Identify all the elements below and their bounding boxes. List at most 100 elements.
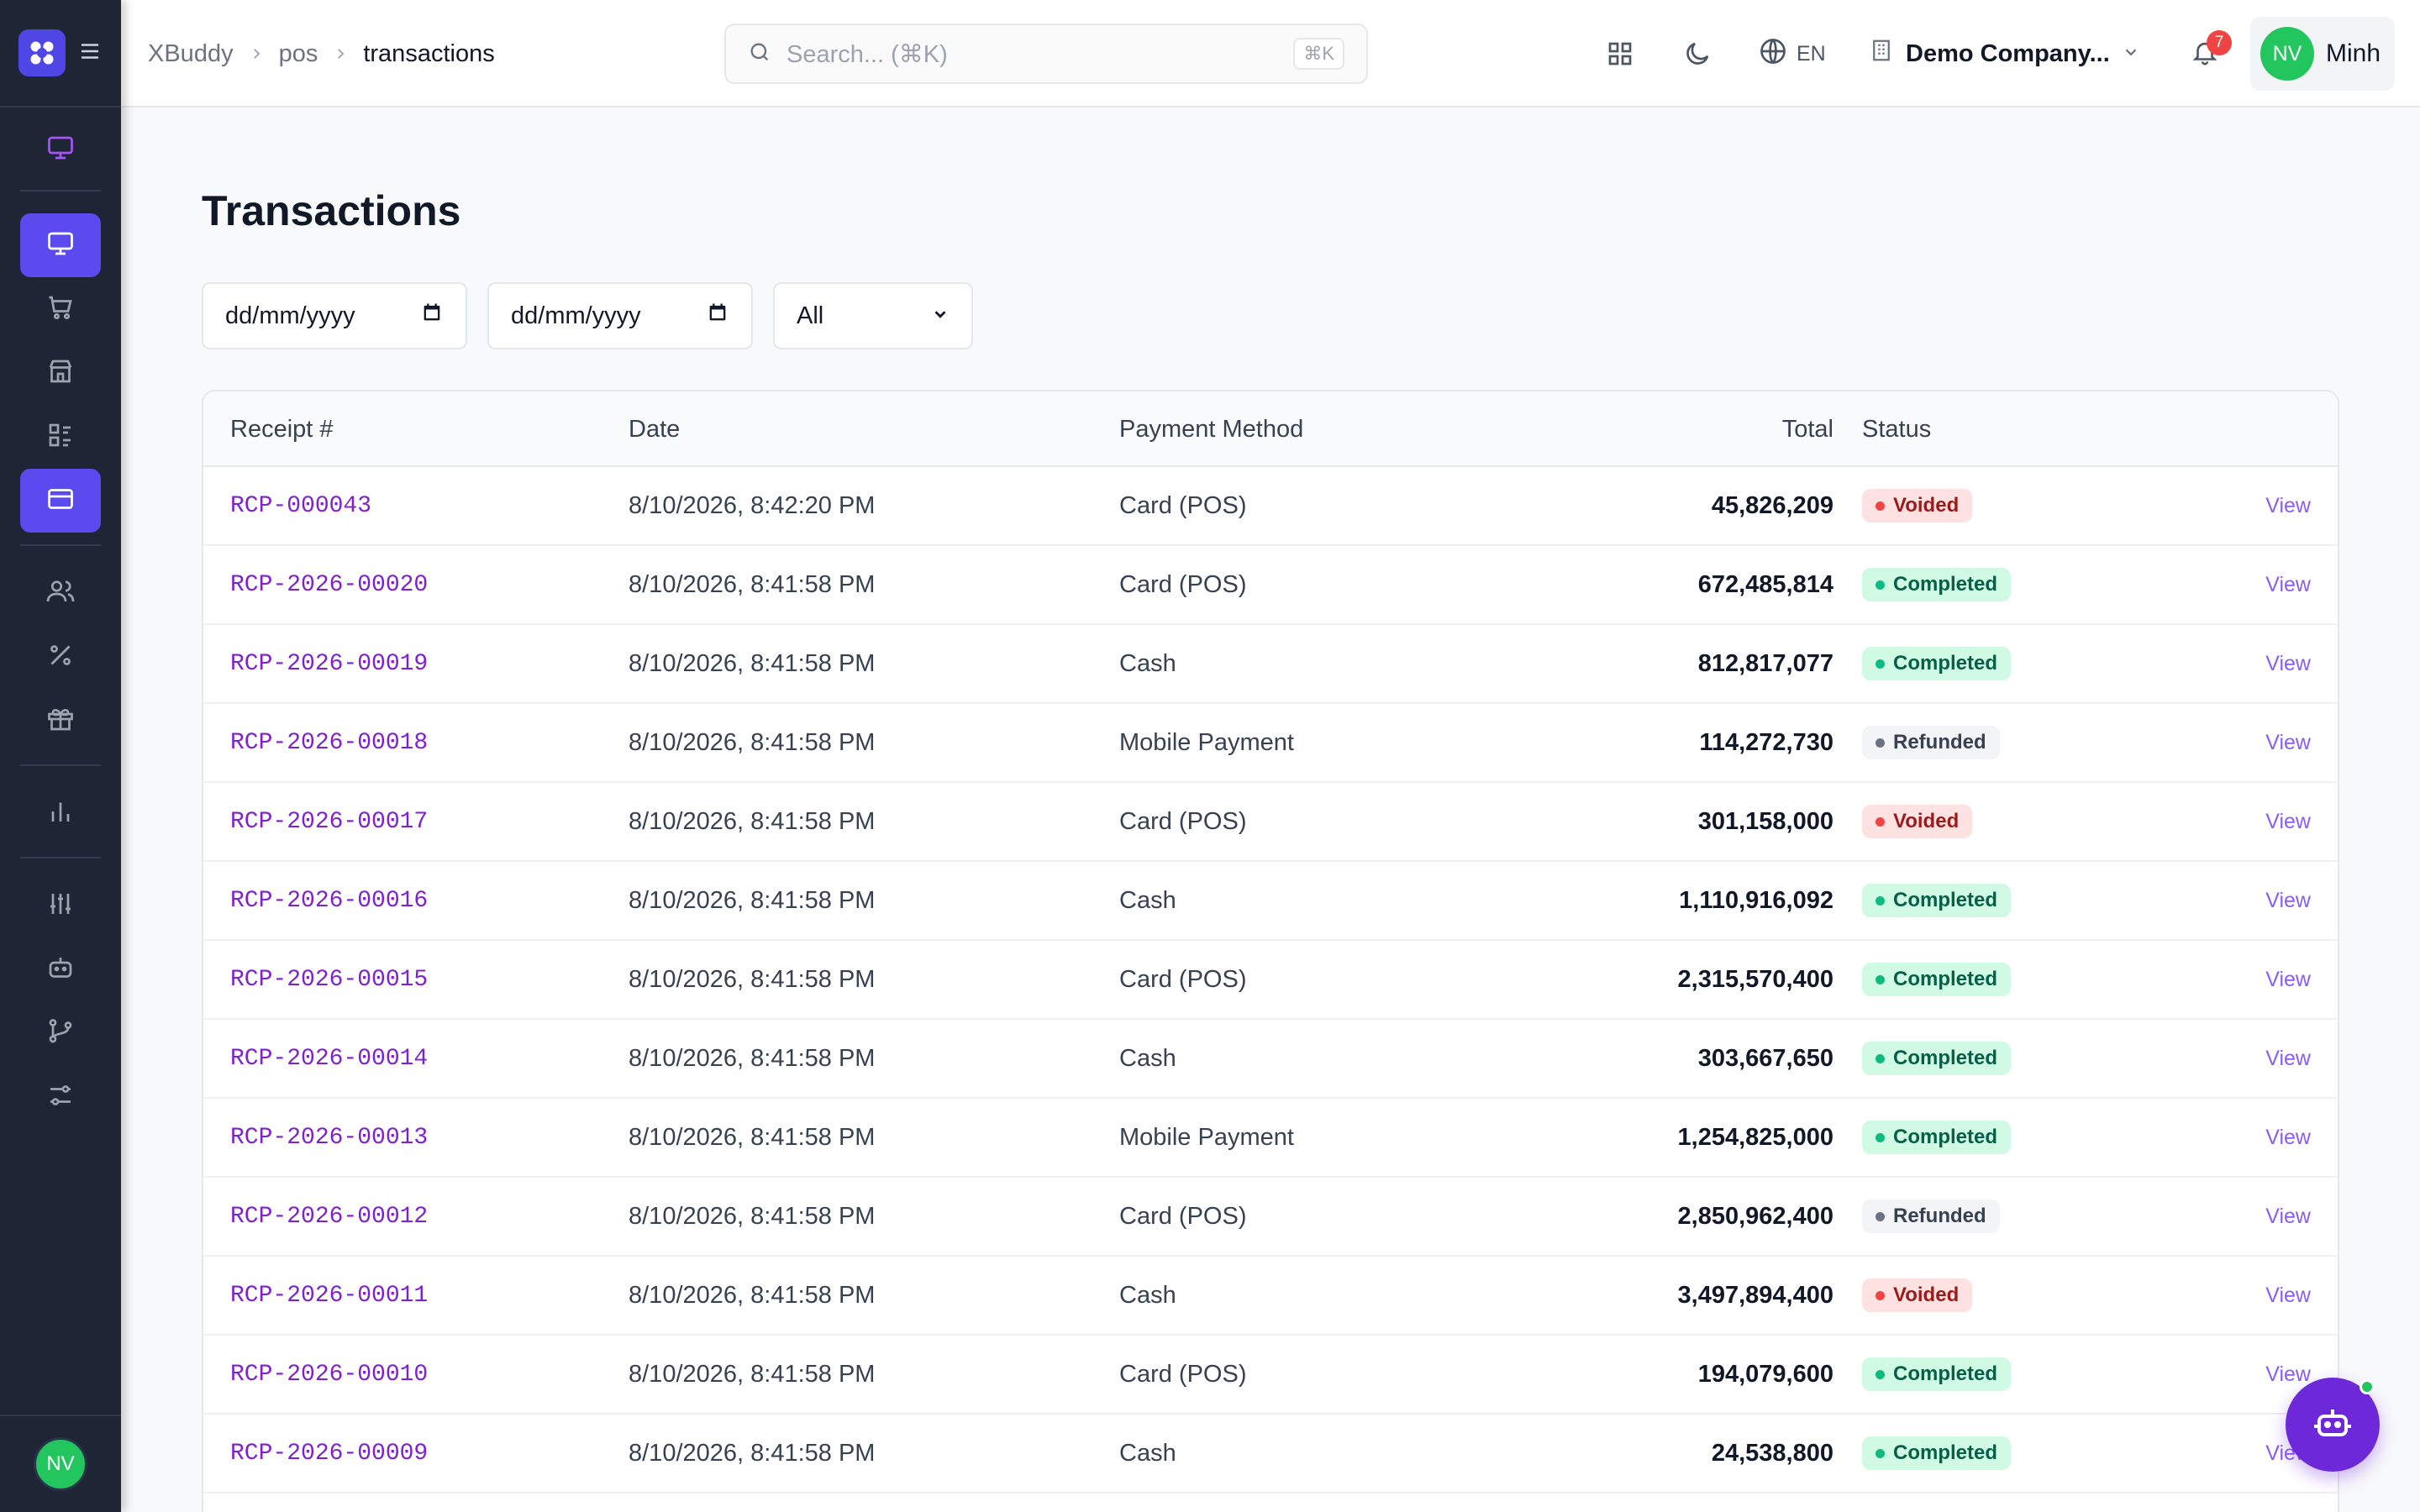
table-row[interactable]: RCP-2026-00011 8/10/2026, 8:41:58 PM Cash 3… [203, 1257, 2338, 1336]
search-input[interactable]: Search... (⌘K) ⌘K [724, 24, 1368, 84]
status-label: Completed [1893, 968, 1998, 990]
calendar-icon[interactable] [420, 301, 444, 331]
table-row[interactable]: RCP-2026-00020 8/10/2026, 8:41:58 PM Card … [203, 546, 2338, 625]
table-row[interactable]: RCP-2026-00018 8/10/2026, 8:41:58 PM Mobil… [203, 704, 2338, 783]
transaction-date: 8/10/2026, 8:41:58 PM [629, 1202, 876, 1230]
view-link[interactable]: View [2265, 888, 2311, 912]
status-badge: Voided [1862, 1278, 1973, 1312]
gift-icon [45, 704, 76, 738]
sidebar-item-reports[interactable] [20, 781, 101, 845]
receipt-link[interactable]: RCP-2026-00015 [230, 966, 429, 993]
status-cell: Completed [1862, 941, 2012, 1018]
sidebar-divider [20, 544, 101, 546]
sidebar-item-customers[interactable] [20, 561, 101, 625]
sidebar-item-catalog[interactable] [20, 405, 101, 469]
view-link[interactable]: View [2265, 809, 2311, 833]
view-link[interactable]: View [2265, 572, 2311, 596]
receipt-link[interactable]: RCP-2026-00019 [230, 650, 429, 677]
date-to-input[interactable]: dd/mm/yyyy [487, 282, 753, 349]
status-dot [1876, 974, 1885, 984]
table-row[interactable]: RCP-2026-00012 8/10/2026, 8:41:58 PM Card … [203, 1178, 2338, 1257]
settings-icon [45, 1080, 76, 1115]
transaction-total: 672,485,814 [1697, 570, 1833, 598]
view-link[interactable]: View [2265, 967, 2311, 991]
table-row[interactable]: RCP-000043 8/10/2026, 8:42:20 PM Card (POS… [203, 467, 2338, 546]
receipt-link[interactable]: RCP-2026-00017 [230, 808, 429, 835]
status-label: Voided [1893, 1284, 1960, 1306]
payment-method: Card (POS) [1119, 807, 1247, 835]
sidebar-item-stores[interactable] [20, 341, 101, 405]
moon-icon[interactable] [1677, 34, 1718, 74]
breadcrumb-item[interactable]: pos [278, 39, 318, 67]
column-header-status[interactable]: Status [1862, 415, 1932, 443]
sidebar-divider [20, 764, 101, 766]
language-label: EN [1797, 41, 1826, 66]
x-logo-icon[interactable] [18, 29, 66, 76]
receipt-link[interactable]: RCP-2026-00010 [230, 1361, 429, 1388]
table-row[interactable]: RCP-2026-00015 8/10/2026, 8:41:58 PM Card … [203, 941, 2338, 1020]
table-row[interactable]: RCP-2026-00010 8/10/2026, 8:41:58 PM Card … [203, 1336, 2338, 1415]
view-link[interactable]: View [2265, 493, 2311, 517]
transaction-total: 24,538,800 [1711, 1439, 1833, 1467]
receipt-link[interactable]: RCP-2026-00014 [230, 1045, 429, 1072]
status-cell: Completed [1862, 862, 2012, 939]
status-dot [1876, 1211, 1885, 1221]
receipt-link[interactable]: RCP-2026-00009 [230, 1440, 429, 1467]
column-header-receipt[interactable]: Receipt # [230, 415, 334, 443]
column-header-date[interactable]: Date [629, 415, 681, 443]
receipt-link[interactable]: RCP-2026-00012 [230, 1203, 429, 1230]
date-from-input[interactable]: dd/mm/yyyy [202, 282, 467, 349]
receipt-link[interactable]: RCP-2026-00018 [230, 729, 429, 756]
view-link[interactable]: View [2265, 1125, 2311, 1149]
user-menu[interactable]: NV Minh [2250, 17, 2395, 91]
transaction-total: 2,850,962,400 [1677, 1202, 1833, 1230]
column-header-payment-method[interactable]: Payment Method [1119, 415, 1304, 443]
view-link[interactable]: View [2265, 651, 2311, 675]
breadcrumb-item[interactable]: XBuddy [148, 39, 234, 67]
column-header-total[interactable]: Total [1781, 415, 1833, 443]
status-select[interactable]: All [773, 282, 973, 349]
sidebar-item-transactions[interactable] [20, 469, 101, 533]
payment-method: Cash [1119, 886, 1176, 914]
avatar[interactable]: NV [34, 1437, 87, 1491]
sidebar-item-discounts[interactable] [20, 625, 101, 689]
language-switcher[interactable]: EN [1758, 34, 1826, 74]
sidebar-item-workflows[interactable] [20, 1001, 101, 1065]
sidebar-item-gifts[interactable] [20, 689, 101, 753]
ai-assistant-button[interactable] [2286, 1378, 2380, 1472]
sidebar-item-adjustments[interactable] [20, 874, 101, 937]
breadcrumb: XBuddy pos transactions [148, 0, 495, 108]
table-row[interactable]: RCP-2026-00009 8/10/2026, 8:41:58 PM Cash 2… [203, 1415, 2338, 1494]
view-link[interactable]: View [2265, 1283, 2311, 1307]
sidebar-item-orders[interactable] [20, 277, 101, 341]
sidebar: NV [0, 0, 121, 1512]
table-row[interactable]: RCP-2026-00014 8/10/2026, 8:41:58 PM Cash 3… [203, 1020, 2338, 1099]
status-cell: Completed [1862, 1099, 2012, 1176]
calendar-icon[interactable] [706, 301, 729, 331]
table-row[interactable]: RCP-2026-00017 8/10/2026, 8:41:58 PM Card … [203, 783, 2338, 862]
chevron-right-icon [333, 40, 348, 68]
view-link[interactable]: View [2265, 1204, 2311, 1228]
receipt-link[interactable]: RCP-2026-00011 [230, 1282, 429, 1309]
company-selector[interactable]: Demo Company... [1869, 34, 2140, 74]
receipt-link[interactable]: RCP-2026-00013 [230, 1124, 429, 1151]
view-link[interactable]: View [2265, 1046, 2311, 1070]
payment-method: Card (POS) [1119, 1360, 1247, 1388]
sidebar-item-bots[interactable] [20, 937, 101, 1001]
sidebar-item-settings[interactable] [20, 1065, 101, 1129]
table-row[interactable]: RCP-2026-00016 8/10/2026, 8:41:58 PM Cash 1… [203, 862, 2338, 941]
sidebar-item-pos-terminal[interactable] [20, 213, 101, 277]
table-row[interactable]: RCP-2026-00013 8/10/2026, 8:41:58 PM Mobil… [203, 1099, 2338, 1178]
receipt-link[interactable]: RCP-2026-00016 [230, 887, 429, 914]
menu-icon[interactable] [77, 39, 103, 68]
receipt-link[interactable]: RCP-000043 [230, 492, 372, 519]
receipt-link[interactable]: RCP-2026-00020 [230, 571, 429, 598]
view-link[interactable]: View [2265, 730, 2311, 754]
apps-grid-icon[interactable] [1600, 34, 1640, 74]
payment-method: Card (POS) [1119, 1202, 1247, 1230]
view-link[interactable]: View [2265, 1362, 2311, 1386]
sidebar-item-pos-home[interactable] [20, 118, 101, 181]
date-from-placeholder: dd/mm/yyyy [225, 302, 355, 329]
table-row[interactable]: RCP-2026-00019 8/10/2026, 8:41:58 PM Cash 8… [203, 625, 2338, 704]
notifications-button[interactable]: 7 [2185, 30, 2232, 74]
